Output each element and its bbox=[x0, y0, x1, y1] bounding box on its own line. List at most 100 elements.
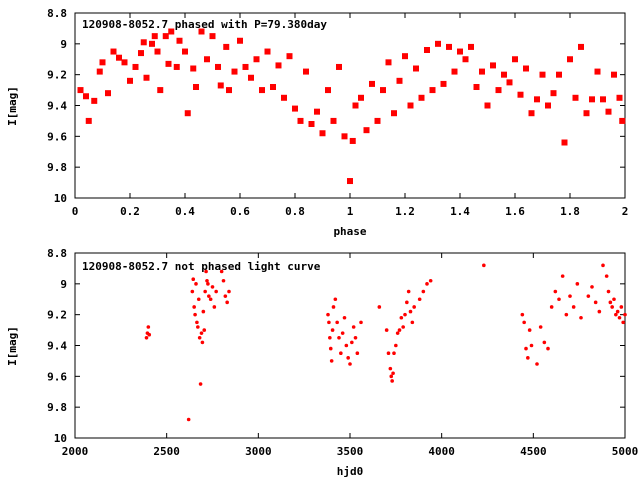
unphased-data-point bbox=[526, 356, 530, 360]
phased-data-point bbox=[391, 110, 397, 117]
unphased-data-point bbox=[568, 294, 572, 298]
phased-data-point bbox=[616, 94, 623, 101]
unphased-data-point bbox=[191, 277, 196, 282]
phased-data-point bbox=[490, 62, 496, 69]
phased-data-point bbox=[435, 40, 441, 47]
phased-y-tick-label: 9.4 bbox=[47, 100, 67, 113]
phased-data-point bbox=[231, 68, 238, 75]
phased-x-axis-label: phase bbox=[333, 225, 366, 238]
phased-data-point bbox=[336, 63, 342, 70]
unphased-data-point bbox=[390, 379, 394, 383]
phased-data-point bbox=[539, 71, 546, 78]
unphased-data-point bbox=[412, 305, 416, 309]
unphased-data-point bbox=[192, 305, 196, 309]
phased-data-point bbox=[512, 56, 518, 63]
phased-data-point bbox=[209, 33, 216, 40]
unphased-data-point bbox=[389, 374, 394, 379]
unphased-data-point bbox=[225, 300, 229, 305]
unphased-data-point bbox=[147, 332, 152, 337]
phased-data-point bbox=[242, 63, 249, 70]
unphased-data-point bbox=[212, 305, 217, 309]
phased-data-point bbox=[275, 62, 282, 69]
phased-data-point bbox=[176, 37, 183, 44]
phased-x-tick-label: 0.2 bbox=[120, 205, 140, 218]
phased-data-point bbox=[402, 53, 408, 60]
phased-data-point bbox=[495, 87, 502, 94]
unphased-x-tick-label: 2000 bbox=[62, 445, 89, 458]
phased-data-point bbox=[77, 87, 84, 94]
unphased-data-point bbox=[146, 325, 151, 329]
unphased-data-point bbox=[329, 359, 334, 363]
unphased-light-curve-chart: 2000 2500 3000 3500 4000 4500 5000 8.8 9 9.2 9.4 9.… bbox=[6, 247, 638, 478]
unphased-y-tick-label: 9.8 bbox=[47, 401, 67, 414]
unphased-x-tick-label: 4000 bbox=[428, 445, 455, 458]
unphased-data-point bbox=[386, 351, 391, 356]
unphased-data-point bbox=[571, 305, 576, 309]
unphased-data-point bbox=[197, 335, 202, 340]
phased-data-point bbox=[380, 87, 386, 94]
phased-data-point bbox=[264, 48, 271, 55]
unphased-x-tick-label: 3500 bbox=[337, 445, 364, 458]
phased-x-tick-label: 1.2 bbox=[395, 205, 415, 218]
unphased-x-tick-label: 2500 bbox=[153, 445, 180, 458]
unphased-data-point bbox=[410, 320, 415, 325]
unphased-data-point bbox=[522, 320, 526, 325]
unphased-data-point bbox=[186, 417, 191, 422]
phased-data-point bbox=[407, 102, 414, 109]
phased-light-curve-chart: 0 0.2 0.4 0.6 0.8 1 1.2 1.4 1.6 1.8 2 8.8 9 9.2 9.4 9.6… bbox=[6, 7, 628, 238]
phased-data-point bbox=[190, 65, 197, 72]
unphased-y-tick-label: 9.6 bbox=[47, 370, 67, 383]
unphased-y-tick-label: 8.8 bbox=[47, 247, 67, 260]
phased-data-point bbox=[116, 54, 122, 61]
unphased-data-point bbox=[344, 343, 349, 348]
unphased-data-point bbox=[612, 297, 616, 302]
unphased-data-point bbox=[328, 346, 333, 351]
phased-x-tick-label: 0.6 bbox=[230, 205, 250, 218]
phased-data-point bbox=[319, 130, 326, 137]
unphased-data-point bbox=[353, 335, 358, 340]
unphased-data-point bbox=[199, 331, 204, 335]
phased-data-point bbox=[105, 90, 111, 97]
phased-data-point bbox=[534, 96, 540, 103]
phased-data-point bbox=[193, 84, 199, 90]
unphased-x-tick-label: 3000 bbox=[245, 445, 272, 458]
phased-data-point bbox=[215, 63, 221, 70]
phased-data-point bbox=[217, 82, 224, 89]
unphased-data-point bbox=[342, 315, 347, 320]
unphased-data-point bbox=[408, 309, 413, 314]
unphased-data-point bbox=[359, 320, 363, 325]
unphased-data-point bbox=[610, 305, 614, 309]
phased-data-point bbox=[556, 71, 562, 78]
unphased-y-axis-label: I[mag] bbox=[6, 326, 19, 366]
unphased-data-point bbox=[575, 282, 580, 286]
unphased-data-point bbox=[405, 300, 409, 305]
phased-data-point bbox=[182, 48, 188, 55]
phased-data-point bbox=[446, 43, 452, 50]
unphased-data-point bbox=[535, 362, 539, 366]
phased-data-point bbox=[418, 94, 425, 101]
unphased-data-point bbox=[597, 309, 602, 314]
unphased-data-point bbox=[198, 382, 203, 386]
phased-x-tick-label: 1.6 bbox=[505, 205, 525, 218]
phased-data-point bbox=[149, 40, 155, 47]
phased-data-point bbox=[99, 59, 106, 66]
unphased-data-point bbox=[542, 340, 547, 345]
phased-data-point bbox=[341, 133, 348, 140]
unphased-data-point bbox=[546, 346, 550, 351]
unphased-data-point bbox=[428, 278, 433, 283]
unphased-data-point bbox=[195, 320, 199, 325]
unphased-y-tick-label: 9 bbox=[60, 278, 67, 291]
phased-data-point bbox=[308, 121, 315, 127]
phased-data-point bbox=[204, 56, 210, 63]
unphased-data-point bbox=[527, 328, 532, 332]
unphased-data-point bbox=[391, 371, 395, 376]
unphased-data-point bbox=[388, 366, 393, 371]
unphased-data-point bbox=[604, 274, 609, 278]
unphased-data-point bbox=[223, 294, 228, 298]
unphased-y-tick-label: 9.2 bbox=[47, 309, 67, 322]
unphased-data-point bbox=[202, 328, 207, 332]
unphased-data-point bbox=[621, 320, 625, 325]
phased-data-point bbox=[85, 117, 92, 124]
unphased-data-point bbox=[207, 294, 211, 298]
phased-data-point bbox=[413, 65, 419, 72]
